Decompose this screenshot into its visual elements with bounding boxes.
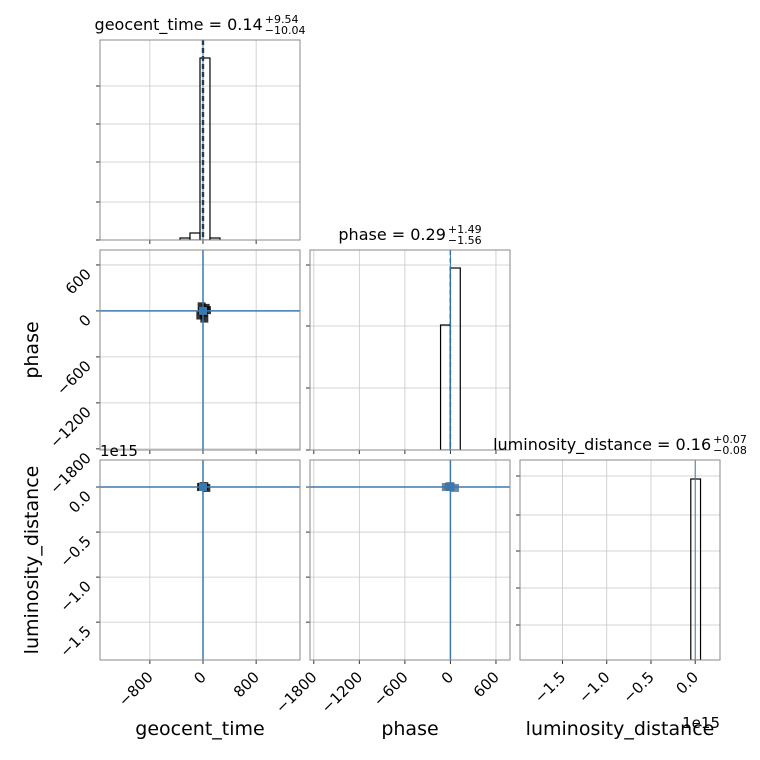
title-lower: −1.56 — [448, 234, 482, 247]
x-tick-label: 0.0 — [672, 668, 702, 698]
truth-point — [198, 306, 207, 315]
x-axis-label: phase — [381, 718, 438, 740]
title-lower: −0.08 — [713, 444, 747, 457]
truth-point — [198, 483, 207, 492]
panel — [310, 460, 510, 660]
hist-bar — [439, 324, 452, 450]
panel — [520, 460, 720, 660]
y-axis-label: phase — [21, 321, 43, 378]
panel-title: luminosity_distance = 0.16 — [493, 435, 711, 455]
x-tick-label: −0.5 — [619, 668, 657, 706]
x-tick-label: −1200 — [318, 668, 367, 717]
frame — [309, 459, 511, 661]
panel — [100, 40, 300, 240]
y-offset: 1e15 — [100, 442, 138, 460]
frame — [99, 39, 301, 241]
x-axis-label: luminosity_distance — [526, 718, 715, 740]
y-tick-label: 600 — [62, 265, 95, 298]
y-tick-label: 0.0 — [65, 487, 95, 517]
x-tick-label: −1800 — [272, 668, 321, 717]
y-tick-label: −1.0 — [56, 577, 94, 615]
frame — [309, 249, 511, 451]
hist-bar — [189, 232, 201, 240]
x-tick-label: −1.5 — [531, 668, 569, 706]
truth-point — [446, 483, 455, 492]
x-tick-label: −1.0 — [575, 668, 613, 706]
hist-bar — [449, 267, 461, 450]
y-tick-label: −1800 — [46, 449, 95, 498]
x-tick-label: −600 — [370, 668, 412, 710]
hist-bar — [199, 57, 211, 240]
panel — [100, 460, 300, 660]
x-tick-label: 600 — [470, 668, 503, 701]
panel — [100, 250, 300, 450]
y-tick-label: 0 — [75, 311, 94, 330]
frame — [519, 459, 721, 661]
frame — [99, 249, 301, 451]
x-axis-label: geocent_time — [135, 718, 264, 740]
x-tick-label: 800 — [230, 668, 263, 701]
x-offset: 1e15 — [682, 714, 720, 732]
title-upper: +9.54 — [265, 13, 299, 26]
x-tick-label: 0 — [438, 668, 457, 687]
frame — [99, 459, 301, 661]
y-tick-label: −600 — [53, 357, 95, 399]
point — [200, 314, 209, 323]
title-upper: +1.49 — [448, 223, 482, 236]
panel-title: geocent_time = 0.14 — [95, 15, 263, 35]
y-tick-label: −0.5 — [56, 532, 94, 570]
title-lower: −10.04 — [265, 24, 306, 37]
x-tick-label: −800 — [115, 668, 157, 710]
panel — [310, 250, 510, 450]
title-upper: +0.07 — [713, 433, 747, 446]
y-tick-label: −1200 — [46, 403, 95, 452]
point — [450, 483, 459, 492]
hist-bar — [209, 237, 221, 240]
panel-title: phase = 0.29 — [338, 225, 445, 244]
y-axis-label: luminosity_distance — [21, 466, 43, 655]
x-tick-label: 0 — [190, 668, 209, 687]
y-tick-label: −1.5 — [56, 622, 94, 660]
